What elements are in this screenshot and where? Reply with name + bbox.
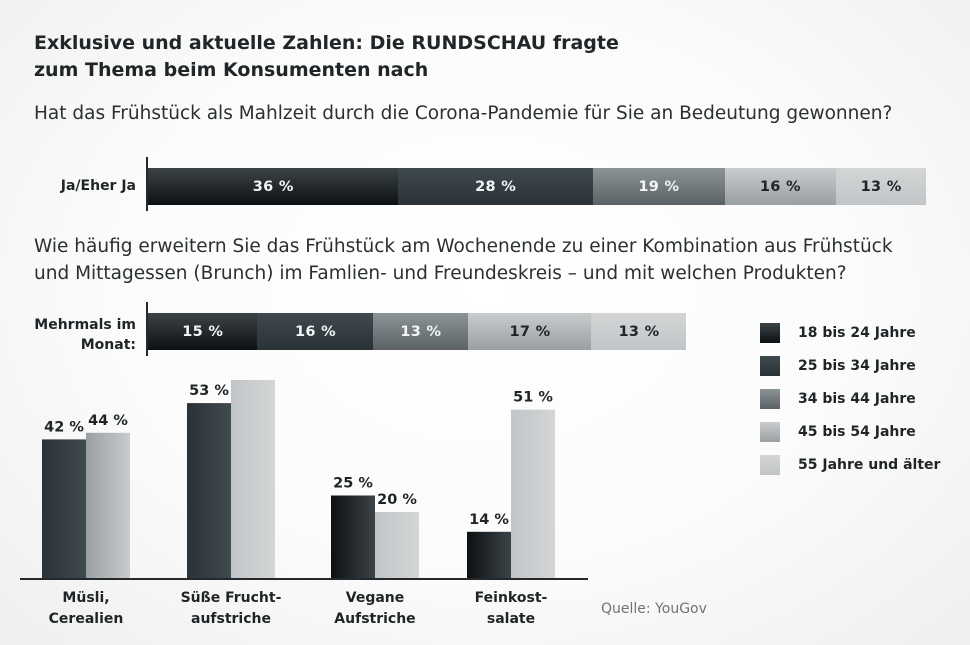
category-label-1-1: aufstriche bbox=[191, 611, 271, 627]
legend-swatch-25-bis-34-jahre bbox=[760, 355, 780, 376]
q2-segment-25-bis-34-jahre: 16 % bbox=[257, 313, 374, 350]
column-bar-3-1 bbox=[511, 409, 555, 578]
q2-label-25-bis-34-jahre: 16 % bbox=[294, 323, 336, 340]
row-label-ja-eher-ja: Ja/Eher Ja bbox=[60, 178, 136, 194]
legend-swatch-45-bis-54-jahre bbox=[760, 421, 780, 442]
legend-item-18-bis-24-jahre: 18 bis 24 Jahre bbox=[760, 316, 940, 349]
column-value-label-3-0: 14 % bbox=[469, 512, 509, 528]
question-2-line-1: Wie häufig erweitern Sie das Frühstück a… bbox=[34, 236, 893, 257]
q2-segment-45-bis-54-jahre: 17 % bbox=[467, 313, 592, 350]
category-label-0-0: Müsli, bbox=[62, 590, 109, 606]
stacked-bar-q2: 15 % 16 % 13 % 17 % 13 % bbox=[148, 313, 687, 350]
q1-segment-55-jahre-und-lter: 13 % bbox=[835, 168, 927, 205]
column-value-label-0-0: 42 % bbox=[44, 419, 84, 435]
category-label-0-1: Cerealien bbox=[49, 611, 124, 627]
legend-item-25-bis-34-jahre: 25 bis 34 Jahre bbox=[760, 349, 940, 382]
axis-line-q1 bbox=[146, 157, 148, 211]
q2-segment-55-jahre-und-lter: 13 % bbox=[591, 313, 687, 350]
column-bar-0-0 bbox=[42, 439, 86, 578]
legend-label-45-bis-54-jahre: 45 bis 54 Jahre bbox=[798, 423, 916, 440]
column-bar-2-1 bbox=[375, 512, 419, 578]
question-2-line-2: und Mittagessen (Brunch) im Famlien- und… bbox=[34, 263, 847, 284]
legend-item-55-jahre-und-lter: 55 Jahre und älter bbox=[760, 448, 940, 481]
q1-segment-25-bis-34-jahre: 28 % bbox=[398, 168, 594, 205]
legend-label-34-bis-44-jahre: 34 bis 44 Jahre bbox=[798, 390, 916, 407]
q1-segment-45-bis-54-jahre: 16 % bbox=[724, 168, 837, 205]
column-value-label-3-1: 51 % bbox=[513, 390, 553, 406]
q1-segment-18-bis-24-jahre: 36 % bbox=[148, 168, 399, 205]
legend: 18 bis 24 Jahre 25 bis 34 Jahre 34 bis 44 … bbox=[760, 316, 940, 481]
q1-segment-34-bis-44-jahre: 19 % bbox=[592, 168, 726, 205]
column-bar-2-0 bbox=[331, 495, 375, 578]
category-label-2-1: Aufstriche bbox=[334, 611, 415, 627]
q1-label-34-bis-44-jahre: 19 % bbox=[638, 178, 680, 195]
category-label-1-0: Süße Frucht- bbox=[181, 590, 282, 606]
headline: Exklusive und aktuelle Zahlen: Die RUNDS… bbox=[34, 32, 619, 81]
q2-label-34-bis-44-jahre: 13 % bbox=[400, 323, 442, 340]
legend-item-34-bis-44-jahre: 34 bis 44 Jahre bbox=[760, 382, 940, 415]
legend-swatch-18-bis-24-jahre bbox=[760, 322, 780, 343]
legend-swatch-55-jahre-und-lter bbox=[760, 454, 780, 475]
row-label-mehrmals-im-monat: Mehrmals im Monat: bbox=[34, 317, 136, 353]
category-label-3-0: Feinkost- bbox=[475, 590, 548, 606]
legend-label-55-jahre-und-lter: 55 Jahre und älter bbox=[798, 456, 941, 473]
legend-label-18-bis-24-jahre: 18 bis 24 Jahre bbox=[798, 324, 916, 341]
q1-label-45-bis-54-jahre: 16 % bbox=[759, 178, 801, 195]
q1-label-25-bis-34-jahre: 28 % bbox=[475, 178, 517, 195]
q2-segment-18-bis-24-jahre: 15 % bbox=[148, 313, 258, 350]
column-bar-3-0 bbox=[467, 531, 511, 578]
column-value-label-0-1: 44 % bbox=[88, 413, 128, 429]
q1-label-18-bis-24-jahre: 36 % bbox=[252, 178, 294, 195]
category-label-2-0: Vegane bbox=[346, 590, 405, 606]
category-label-3-1: salate bbox=[487, 611, 535, 627]
column-bar-0-1 bbox=[86, 432, 130, 578]
column-value-label-1-0: 53 % bbox=[189, 383, 229, 399]
stacked-bar-q1: 36 % 28 % 19 % 16 % 13 % bbox=[148, 168, 927, 205]
question-1: Hat das Frühstück als Mahlzeit durch die… bbox=[34, 103, 893, 124]
column-bar-1-0 bbox=[187, 403, 231, 578]
axis-line-q2 bbox=[146, 302, 148, 356]
q2-label-45-bis-54-jahre: 17 % bbox=[509, 323, 551, 340]
q2-label-18-bis-24-jahre: 15 % bbox=[182, 323, 224, 340]
legend-label-25-bis-34-jahre: 25 bis 34 Jahre bbox=[798, 357, 916, 374]
q2-label-55-jahre-und-lter: 13 % bbox=[618, 323, 660, 340]
q2-segment-34-bis-44-jahre: 13 % bbox=[373, 313, 469, 350]
column-bar-1-1 bbox=[231, 380, 275, 578]
column-value-label-2-1: 20 % bbox=[377, 492, 417, 508]
column-value-label-2-0: 25 % bbox=[333, 476, 373, 492]
question-2: Wie häufig erweitern Sie das Frühstück a… bbox=[34, 233, 934, 287]
legend-swatch-34-bis-44-jahre bbox=[760, 388, 780, 409]
q1-label-55-jahre-und-lter: 13 % bbox=[860, 178, 902, 195]
legend-item-45-bis-54-jahre: 45 bis 54 Jahre bbox=[760, 415, 940, 448]
source-note: Quelle: YouGov bbox=[601, 601, 707, 617]
